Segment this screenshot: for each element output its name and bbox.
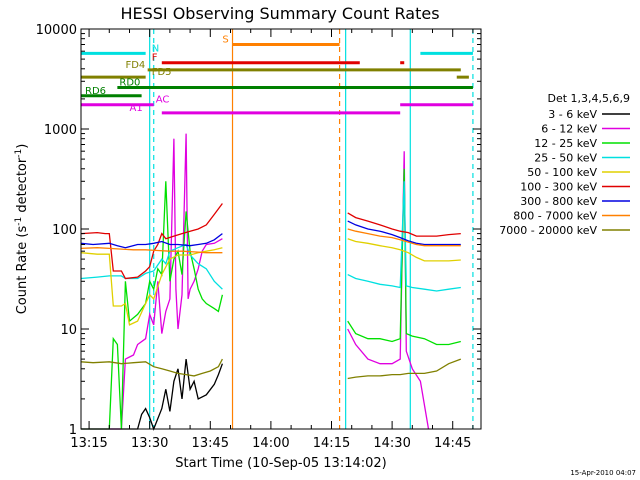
legend-label-100-300-kev: 100 - 300 keV	[520, 181, 597, 194]
x-tick-label: 14:00	[252, 436, 289, 451]
series-line-12-25-kev-2	[347, 168, 461, 346]
flag-label-s: S	[222, 34, 228, 45]
y-axis-label-sup1: -1	[14, 217, 24, 226]
flag-label-fd5: FD5	[152, 67, 172, 78]
y-tick-label: 10000	[36, 23, 77, 38]
series-line-7000-20000-kev-2	[347, 358, 462, 380]
x-tick-label: 13:30	[131, 436, 168, 451]
legend-label-300-800-kev: 300 - 800 keV	[520, 195, 597, 208]
flag-label-a1: A1	[129, 103, 142, 114]
series-line-7000-20000-kev-1	[80, 358, 223, 377]
legend-label-12-25-kev: 12 - 25 keV	[534, 137, 597, 150]
flag-bars: S F FD4 FD5 RD0 RD6 N AC A1	[81, 34, 473, 115]
footer-timestamp: 15-Apr-2010 04:07	[570, 469, 636, 477]
y-axis-label-sup2: -1	[14, 149, 24, 158]
x-axis-ticks: 13:15 13:30 13:45 14:00 14:15 14:30 14:45	[70, 29, 474, 451]
flag-label-f: F	[152, 53, 158, 64]
series-line-300-800-kev-1	[80, 233, 223, 249]
y-axis-ticks: 1 10 100 1000 10000	[36, 23, 481, 438]
y-axis-label: Count Rate (s-1 detector-1)	[14, 144, 30, 315]
plot-area: S F FD4 FD5 RD0 RD6 N AC A1	[80, 29, 474, 431]
x-axis-label: Start Time (10-Sep-05 13:14:02)	[175, 456, 386, 471]
x-tick-label: 14:45	[434, 436, 471, 451]
flag-label-n: N	[152, 43, 159, 54]
series-line-3-6-kev-1	[81, 359, 224, 431]
flag-label-fd4: FD4	[125, 60, 145, 71]
y-tick-label: 10	[60, 323, 77, 338]
legend-label-6-12-kev: 6 - 12 keV	[541, 123, 597, 136]
y-tick-label: 1000	[44, 123, 77, 138]
series-line-6-12-kev-2	[347, 151, 430, 430]
x-tick-label: 13:15	[70, 436, 107, 451]
flag-label-rd6: RD6	[85, 86, 106, 97]
y-axis-label-main: Count Rate (s	[15, 226, 30, 315]
y-axis-label-end: )	[15, 144, 30, 149]
flag-label-ac: AC	[156, 95, 170, 106]
legend-label-50-100-kev: 50 - 100 keV	[527, 166, 597, 179]
y-tick-label: 100	[52, 223, 77, 238]
series-line-25-50-kev-1	[80, 243, 223, 290]
series-line-100-300-kev-2	[347, 212, 461, 237]
legend-label-7000-20000-kev: 7000 - 20000 keV	[499, 224, 597, 237]
legend-label-3-6-kev: 3 - 6 keV	[548, 108, 597, 121]
x-tick-label: 14:15	[313, 436, 350, 451]
legend-label-800-7000-kev: 800 - 7000 keV	[513, 210, 597, 223]
series-lines	[80, 133, 462, 431]
series-line-300-800-kev-2	[347, 220, 461, 246]
series-line-50-100-kev-2	[347, 238, 461, 262]
series-line-100-300-kev-1	[80, 203, 223, 280]
series-line-800-7000-kev-1	[80, 247, 223, 254]
series-line-25-50-kev-2	[347, 181, 461, 292]
chart-title: HESSI Observing Summary Count Rates	[120, 4, 439, 23]
flag-label-rd0: RD0	[119, 78, 140, 89]
y-axis-label-mid: detector	[15, 157, 30, 217]
vertical-markers	[149, 29, 474, 429]
x-tick-label: 14:30	[373, 436, 410, 451]
series-line-6-12-kev-1	[81, 133, 223, 430]
y-tick-label: 1	[69, 423, 77, 438]
legend-title: Det 1,3,4,5,6,9	[547, 92, 630, 105]
x-tick-label: 13:45	[192, 436, 229, 451]
series-line-12-25-kev-1	[81, 181, 224, 430]
series-line-800-7000-kev-2	[347, 228, 461, 247]
legend-label-25-50-kev: 25 - 50 keV	[534, 152, 597, 165]
